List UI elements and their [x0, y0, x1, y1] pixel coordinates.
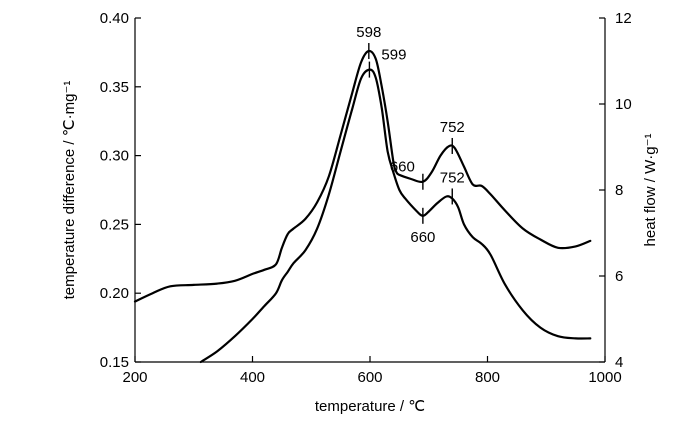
temperature-difference-line	[133, 49, 592, 303]
peak-label: 598	[356, 24, 381, 41]
x-tick-label: 800	[475, 369, 500, 386]
y-right-tick-label: 6	[615, 268, 623, 285]
peak-label: 660	[390, 159, 415, 176]
peak-label: 599	[381, 47, 406, 64]
y-left-tick-label: 0.15	[100, 354, 129, 371]
series-group	[133, 49, 592, 364]
y-left-tick-label: 0.25	[100, 216, 129, 233]
y-left-tick-label: 0.40	[100, 10, 129, 27]
y-right-tick-label: 10	[615, 96, 632, 113]
x-tick-label: 400	[240, 369, 265, 386]
x-tick-label: 600	[357, 369, 382, 386]
y-right-tick-label: 12	[615, 10, 632, 27]
y-left-tick-label: 0.20	[100, 285, 129, 302]
y-left-tick-label: 0.35	[100, 79, 129, 96]
y-axis-right-title: heat flow / W·g⁻¹	[642, 134, 659, 247]
peak-label: 752	[440, 169, 465, 186]
y-axis-left-title: temperature difference / ℃·mg⁻¹	[61, 81, 78, 300]
y-right-tick-label: 4	[615, 354, 623, 371]
y-left-tick-label: 0.30	[100, 148, 129, 165]
peak-label: 752	[440, 119, 465, 136]
heat-flow-line	[199, 68, 592, 364]
x-axis-title: temperature / ℃	[315, 398, 425, 415]
x-tick-label: 1000	[588, 369, 621, 386]
x-tick-label: 200	[122, 369, 147, 386]
peak-label: 660	[410, 229, 435, 246]
y-right-tick-label: 8	[615, 182, 623, 199]
axes: 200 400 600 800 1000 0.15 0.20 0.25 0.30 0.35 0.40…	[100, 10, 632, 386]
